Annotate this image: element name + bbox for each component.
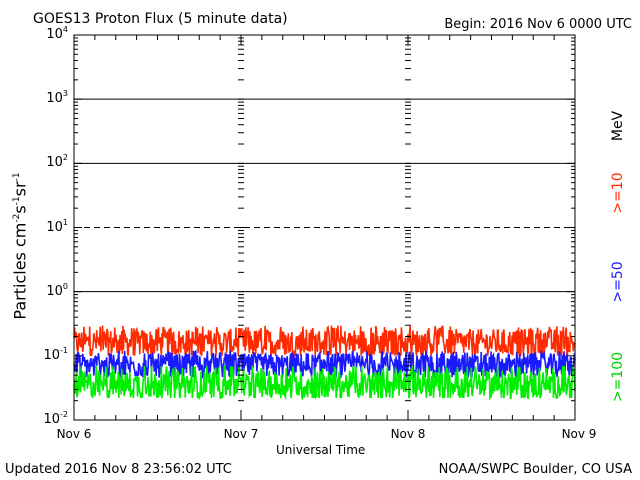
legend-series-3: >=100 <box>610 351 626 403</box>
series-line <box>73 325 576 359</box>
plot-frame <box>73 34 576 421</box>
y-tick-label: 10-2 <box>43 410 68 427</box>
x-tick-label: Nov 9 <box>561 427 597 441</box>
unit-label: MeV <box>610 110 626 142</box>
series-line <box>73 349 576 379</box>
series-layer <box>73 325 576 401</box>
y-tick-label: 10-1 <box>43 345 68 363</box>
y-tick-label: 100 <box>46 281 68 299</box>
y-tick-label: 103 <box>46 89 68 107</box>
x-tick-label: Nov 6 <box>56 427 92 441</box>
x-tick-label: Nov 7 <box>223 427 259 441</box>
y-tick-label: 101 <box>46 217 68 235</box>
series-line <box>73 363 576 401</box>
legend-series-2: >=50 <box>610 261 626 303</box>
chart-title: GOES13 Proton Flux (5 minute data) <box>33 11 288 27</box>
updated-timestamp: Updated 2016 Nov 8 23:56:02 UTC <box>5 462 232 477</box>
begin-time: Begin: 2016 Nov 6 0000 UTC <box>444 17 632 32</box>
y-tick-label: 102 <box>46 153 68 171</box>
x-tick-label: Nov 8 <box>390 427 426 441</box>
x-axis-label: Universal Time <box>276 443 366 457</box>
y-axis-label: Particles cm-2s-1sr-1 <box>10 172 30 320</box>
y-tick-label: 104 <box>46 25 68 42</box>
credit-label: NOAA/SWPC Boulder, CO USA <box>438 462 632 477</box>
legend-series-1: >=10 <box>610 172 626 214</box>
